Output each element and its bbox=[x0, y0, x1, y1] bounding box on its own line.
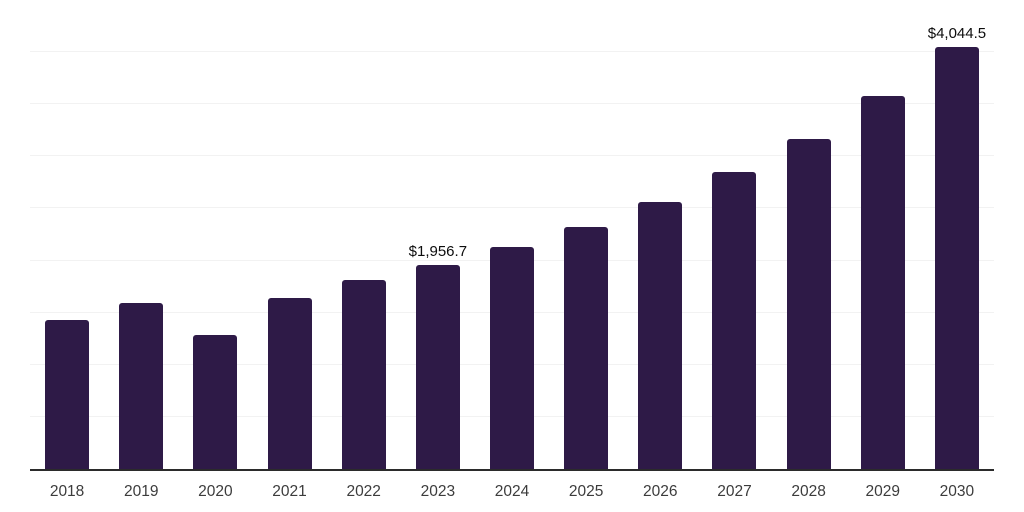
x-axis-label: 2024 bbox=[494, 483, 530, 500]
bar bbox=[119, 303, 164, 469]
bar bbox=[267, 297, 312, 469]
x-axis-label: 2019 bbox=[123, 483, 159, 500]
x-axis-label: 2023 bbox=[420, 483, 456, 500]
bar bbox=[564, 226, 609, 469]
x-axis-label: 2030 bbox=[939, 483, 975, 500]
gridline bbox=[30, 51, 994, 53]
bar bbox=[45, 319, 90, 469]
bar bbox=[341, 279, 386, 469]
gridline bbox=[30, 155, 994, 157]
bar bbox=[415, 265, 460, 469]
x-axis-label: 2021 bbox=[272, 483, 307, 500]
x-axis-label: 2029 bbox=[865, 483, 901, 500]
bar bbox=[490, 246, 534, 469]
x-axis-label: 2020 bbox=[198, 483, 233, 500]
x-axis-label: 2027 bbox=[717, 483, 752, 500]
x-axis-label: 2022 bbox=[346, 483, 381, 500]
x-axis-label: 2028 bbox=[791, 483, 826, 500]
bar bbox=[786, 138, 831, 469]
x-axis-label: 2026 bbox=[643, 483, 678, 500]
x-axis-label: 2018 bbox=[49, 483, 85, 500]
x-axis-label: 2025 bbox=[568, 483, 604, 500]
bar bbox=[860, 95, 905, 469]
gridline bbox=[30, 103, 994, 105]
bar bbox=[638, 202, 683, 469]
bar bbox=[193, 335, 238, 469]
plot-area: $1,956.7 $4,044.5 bbox=[30, 0, 994, 471]
bar bbox=[712, 172, 757, 469]
bar bbox=[934, 47, 979, 469]
bar-value-label: $4,044.5 bbox=[927, 25, 987, 43]
gridline bbox=[30, 207, 994, 209]
x-axis-tick-labels: 2018 2019 2020 2021 2022 2023 2024 2025 2026 2027… bbox=[30, 483, 994, 503]
bar-value-label: $1,956.7 bbox=[408, 243, 468, 261]
x-axis-line bbox=[30, 469, 994, 471]
